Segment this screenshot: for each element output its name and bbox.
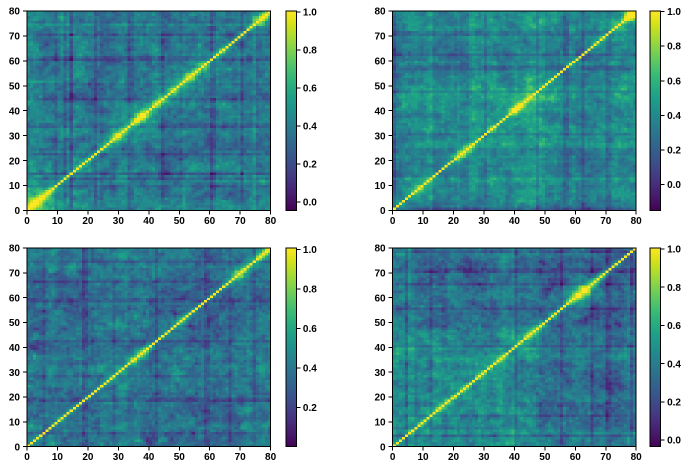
- svg-text:0.6: 0.6: [303, 324, 317, 335]
- svg-text:40: 40: [143, 216, 155, 227]
- svg-text:10: 10: [417, 452, 429, 463]
- svg-text:10: 10: [374, 181, 386, 192]
- svg-text:30: 30: [9, 368, 21, 379]
- svg-text:80: 80: [9, 7, 21, 18]
- svg-text:0.8: 0.8: [303, 285, 317, 296]
- svg-text:60: 60: [9, 57, 21, 68]
- svg-text:10: 10: [9, 181, 21, 192]
- svg-text:70: 70: [9, 269, 21, 280]
- svg-text:70: 70: [374, 32, 386, 43]
- svg-text:70: 70: [235, 452, 247, 463]
- svg-text:0: 0: [24, 452, 30, 463]
- svg-text:50: 50: [9, 81, 21, 92]
- svg-text:10: 10: [9, 417, 21, 428]
- svg-text:20: 20: [374, 393, 386, 404]
- svg-text:10: 10: [52, 452, 64, 463]
- svg-text:30: 30: [374, 368, 386, 379]
- svg-text:0.4: 0.4: [667, 111, 681, 122]
- svg-text:0.4: 0.4: [303, 122, 317, 133]
- svg-text:70: 70: [374, 269, 386, 280]
- svg-text:60: 60: [570, 452, 582, 463]
- svg-text:60: 60: [204, 452, 216, 463]
- svg-text:0: 0: [24, 216, 30, 227]
- svg-text:0.8: 0.8: [667, 42, 681, 53]
- svg-text:20: 20: [448, 216, 460, 227]
- svg-text:20: 20: [374, 156, 386, 167]
- svg-text:70: 70: [235, 216, 247, 227]
- svg-text:0.0: 0.0: [667, 180, 681, 191]
- svg-text:0.2: 0.2: [667, 146, 681, 157]
- svg-text:0.4: 0.4: [667, 359, 681, 370]
- svg-text:20: 20: [82, 452, 94, 463]
- svg-text:50: 50: [374, 318, 386, 329]
- svg-text:40: 40: [9, 343, 21, 354]
- svg-text:60: 60: [374, 293, 386, 304]
- svg-text:30: 30: [9, 131, 21, 142]
- svg-text:80: 80: [374, 7, 386, 18]
- svg-text:40: 40: [143, 452, 155, 463]
- svg-text:80: 80: [9, 244, 21, 255]
- svg-text:10: 10: [374, 417, 386, 428]
- svg-text:10: 10: [52, 216, 64, 227]
- svg-text:70: 70: [9, 32, 21, 43]
- svg-text:50: 50: [539, 452, 551, 463]
- svg-text:1.0: 1.0: [667, 7, 681, 18]
- svg-text:0: 0: [14, 442, 20, 453]
- svg-text:80: 80: [631, 452, 643, 463]
- svg-text:0: 0: [14, 206, 20, 217]
- svg-text:0: 0: [380, 206, 386, 217]
- svg-text:20: 20: [82, 216, 94, 227]
- svg-text:1.0: 1.0: [667, 245, 681, 256]
- svg-text:80: 80: [631, 216, 643, 227]
- svg-text:80: 80: [265, 216, 277, 227]
- svg-text:0.6: 0.6: [667, 77, 681, 88]
- svg-text:80: 80: [265, 452, 277, 463]
- svg-text:30: 30: [478, 216, 490, 227]
- svg-text:40: 40: [509, 452, 521, 463]
- svg-text:60: 60: [374, 57, 386, 68]
- svg-text:1.0: 1.0: [303, 245, 317, 256]
- svg-text:0.2: 0.2: [667, 398, 681, 409]
- svg-text:60: 60: [9, 293, 21, 304]
- svg-text:40: 40: [374, 343, 386, 354]
- svg-text:30: 30: [478, 452, 490, 463]
- svg-text:0.2: 0.2: [303, 403, 317, 414]
- svg-text:0.2: 0.2: [303, 160, 317, 171]
- svg-text:40: 40: [9, 106, 21, 117]
- svg-text:60: 60: [204, 216, 216, 227]
- svg-text:20: 20: [9, 393, 21, 404]
- svg-text:20: 20: [448, 452, 460, 463]
- svg-text:0.6: 0.6: [667, 321, 681, 332]
- svg-text:40: 40: [509, 216, 521, 227]
- svg-text:0.4: 0.4: [303, 364, 317, 375]
- svg-text:0: 0: [390, 452, 396, 463]
- svg-text:0.6: 0.6: [303, 84, 317, 95]
- svg-text:10: 10: [417, 216, 429, 227]
- svg-text:1.0: 1.0: [303, 8, 317, 19]
- svg-text:0: 0: [390, 216, 396, 227]
- svg-text:0.0: 0.0: [667, 436, 681, 447]
- svg-text:30: 30: [113, 452, 125, 463]
- svg-text:40: 40: [374, 106, 386, 117]
- svg-text:70: 70: [600, 452, 612, 463]
- svg-text:80: 80: [374, 244, 386, 255]
- svg-text:50: 50: [9, 318, 21, 329]
- svg-text:30: 30: [374, 131, 386, 142]
- svg-text:20: 20: [9, 156, 21, 167]
- svg-text:50: 50: [174, 216, 186, 227]
- svg-text:50: 50: [374, 81, 386, 92]
- svg-text:0.0: 0.0: [303, 198, 317, 209]
- svg-text:30: 30: [113, 216, 125, 227]
- svg-text:70: 70: [600, 216, 612, 227]
- svg-text:0.8: 0.8: [667, 283, 681, 294]
- svg-text:0: 0: [380, 442, 386, 453]
- svg-text:50: 50: [174, 452, 186, 463]
- svg-text:60: 60: [570, 216, 582, 227]
- svg-text:50: 50: [539, 216, 551, 227]
- svg-text:0.8: 0.8: [303, 46, 317, 57]
